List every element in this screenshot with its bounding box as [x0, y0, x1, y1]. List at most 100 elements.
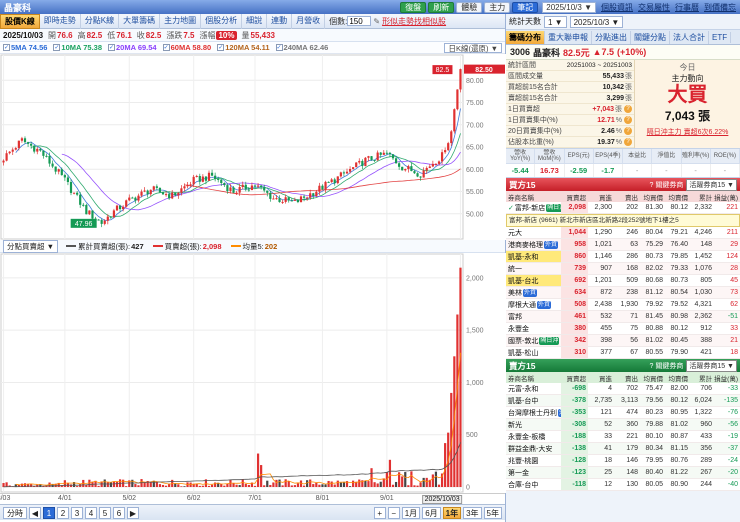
low-value: 76.1 — [116, 30, 132, 40]
tab-institutional[interactable]: 法人合計 — [670, 30, 709, 44]
table-row[interactable]: 凱基-松山 310 377 67 80.55 79.90 421 18 — [506, 347, 740, 359]
page-button-1[interactable]: 1 — [43, 506, 55, 519]
ma-checkbox-20MA[interactable]: ✓ — [108, 44, 116, 51]
date-picker[interactable]: 2025/10/3 ▼ — [542, 1, 596, 13]
candle-count-input[interactable] — [347, 16, 372, 26]
ma-checkbox-60MA[interactable]: ✓ — [162, 44, 170, 51]
table-row[interactable]: 摩根大通 外資 508 2,438 1,930 79.92 79.52 4,321 62 — [506, 299, 740, 311]
table-row[interactable]: 新光 -308 52 360 79.88 81.02 960 -56 — [506, 419, 740, 431]
help-icon[interactable]: ? — [624, 138, 632, 146]
table-row[interactable]: 凱基-台北 692 1,201 509 80.68 80.73 805 45 — [506, 275, 740, 287]
tab-monthly-revenue[interactable]: 月營收 — [292, 13, 326, 29]
period-button-3年[interactable]: 3年 — [463, 506, 482, 519]
period-button-1月[interactable]: 1月 — [401, 506, 421, 519]
calendar-link[interactable]: 行事曆 — [675, 2, 699, 12]
page-button-5[interactable]: 5 — [99, 506, 111, 519]
table-row[interactable]: 合庫-台中 -118 12 130 80.05 80.90 244 -40 — [506, 479, 740, 491]
cell-均買價: 80.05 — [645, 481, 663, 488]
table-row[interactable]: 元大 1,044 1,290 246 80.04 79.21 4,246 211 — [506, 227, 740, 239]
table-row[interactable]: 永豐金 380 455 75 80.88 80.12 912 33 — [506, 323, 740, 335]
period-button-6月[interactable]: 6月 — [422, 506, 441, 519]
table-row[interactable]: 群益金鼎-大安 -138 41 179 80.34 81.15 356 -37 — [506, 443, 740, 455]
stock-info-link[interactable]: 個股資訊 — [601, 2, 633, 12]
refresh-button[interactable]: 刷新 — [428, 1, 455, 13]
table-row[interactable]: 兆豐-桃園 -128 18 146 79.95 80.76 289 -24 — [506, 455, 740, 467]
checkbox-checked-icon[interactable]: ✓ — [508, 204, 514, 212]
notes-button[interactable]: 筆記 — [512, 1, 539, 13]
page-button-4[interactable]: 4 — [85, 506, 97, 519]
table-row[interactable]: 港商麥格理 外資 958 1,021 63 75.29 76.40 148 29 — [506, 239, 740, 251]
table-row[interactable]: 美林 外資 634 872 238 81.12 80.54 1,030 73 — [506, 287, 740, 299]
period-button-1年[interactable]: 1年 — [442, 506, 462, 519]
help-icon[interactable]: ? — [624, 116, 632, 124]
experience-button[interactable]: 體驗 — [456, 1, 483, 13]
broker-filter-select-sell[interactable]: 活躍券商15 ▼ — [686, 359, 737, 372]
period-button-5年[interactable]: 5年 — [483, 506, 502, 519]
tab-force-map[interactable]: 主力地圖 — [160, 13, 202, 29]
metric-header-7: ROE(%) — [710, 149, 740, 164]
tab-stock-analysis[interactable]: 個股分析 — [201, 13, 243, 29]
main-force-button[interactable]: 主力 — [484, 1, 511, 13]
stock-price: 82.5元 — [563, 47, 590, 58]
table-row[interactable]: ✓富邦-新店隔日沖2,098 2,300 202 81.30 80.12 2,332 221 — [506, 202, 740, 214]
net-chart-svg[interactable]: 0 500 1,000 1,500 2,000 — [0, 253, 506, 493]
metric-value-2: -2.59 — [565, 164, 594, 177]
tab-key-branch[interactable]: 關鍵分點 — [631, 30, 670, 44]
tab-etf[interactable]: ETF — [709, 31, 732, 43]
table-row[interactable]: 元富-永和 -698 4 702 75.47 82.00 706 -33 — [506, 383, 740, 395]
price-chart-wrap: 50.00 55.00 60.00 65.00 70.00 75.00 80.00 47.96… — [0, 54, 506, 240]
tab-realtime[interactable]: 即時走勢 — [40, 13, 81, 29]
cell-買賣超: -188 — [561, 431, 588, 442]
table-row[interactable]: 凱基-永和 860 1,146 286 80.73 79.85 1,452 124 — [506, 251, 740, 263]
cell-買賣超: 634 — [561, 287, 588, 298]
replay-button[interactable]: 復盤 — [400, 1, 427, 13]
day-trade-note-link[interactable]: 隔日沖主力 賣超6次6.22% — [646, 129, 729, 136]
table-row[interactable]: 凱基-台中 -378 2,735 3,113 79.56 80.12 6,024 -135 — [506, 395, 740, 407]
next-page-button[interactable]: ▶ — [127, 506, 139, 519]
svg-text:65.00: 65.00 — [466, 145, 484, 152]
tab-linkage[interactable]: 連動 — [267, 13, 293, 29]
broker-filter-select-buy[interactable]: 活躍券商15 ▼ — [686, 178, 737, 191]
cell-均買價: 75.47 — [645, 385, 663, 392]
cell-均賣價: 80.95 — [670, 409, 688, 416]
edit-icon[interactable]: ✎ — [373, 16, 381, 26]
ma-checkbox-120MA[interactable]: ✓ — [217, 44, 225, 51]
force-action: 大買 — [667, 84, 708, 106]
zoom-in-button[interactable]: + — [373, 506, 386, 519]
tab-chip-distribution[interactable]: 籌碼分布 — [506, 30, 545, 44]
page-button-2[interactable]: 2 — [57, 506, 69, 519]
ma-checkbox-10MA[interactable]: ✓ — [53, 44, 61, 51]
cell-均買價: 81.30 — [645, 204, 663, 211]
intraday-button[interactable]: 分時 — [3, 506, 27, 519]
tab-big-order[interactable]: 大單籌碼 — [119, 13, 161, 29]
tab-price-kline[interactable]: 股價K線 — [0, 13, 40, 29]
table-row[interactable]: 第一金 -123 25 148 80.40 81.22 267 -20 — [506, 467, 740, 479]
ma-checkbox-240MA[interactable]: ✓ — [275, 44, 283, 51]
stat-date-select[interactable]: 2025/10/3 ▼ — [569, 15, 624, 28]
tab-branch-kline[interactable]: 分點K線 — [81, 13, 120, 29]
help-icon[interactable]: ? — [624, 105, 632, 113]
help-icon[interactable]: ? — [624, 127, 632, 135]
page-button-3[interactable]: 3 — [71, 506, 83, 519]
table-row[interactable]: 國票-敦北 隔日沖 342 398 56 81.02 80.45 388 21 — [506, 335, 740, 347]
price-chart-svg[interactable]: 50.00 55.00 60.00 65.00 70.00 75.00 80.00 47.96… — [0, 54, 506, 240]
kline-type-select[interactable]: 日K線(還原) ▼ — [444, 42, 502, 53]
tab-major-holders[interactable]: 重大聯申報 — [545, 30, 592, 44]
similar-shape-link[interactable]: 形似走勢找相似股 — [382, 16, 447, 26]
price-alert-link[interactable]: 到價備忘 — [704, 2, 736, 12]
zoom-out-button[interactable]: − — [387, 506, 400, 519]
stat-days-select[interactable]: 1 ▼ — [544, 15, 567, 28]
table-row[interactable]: 統一 739 907 168 82.02 79.33 1,076 28 — [506, 263, 740, 275]
sub-chart-select[interactable]: 分點買賣超 ▼ — [3, 239, 59, 253]
metric-value-0: -5.44 — [506, 164, 536, 177]
trade-attr-link[interactable]: 交易屬性 — [638, 2, 670, 12]
tab-detail[interactable]: 細說 — [242, 13, 268, 29]
ma-checkbox-5MA[interactable]: ✓ — [3, 44, 10, 51]
page-button-6[interactable]: 6 — [113, 506, 125, 519]
prev-page-button[interactable]: ◀ — [29, 506, 41, 519]
table-row[interactable]: 台灣摩根士丹利外資-353 121 474 80.23 80.95 1,322 -76 — [506, 407, 740, 419]
cell-買賣超: 860 — [561, 251, 588, 262]
table-row[interactable]: 永豐金-板橋 -188 33 221 80.10 80.87 433 -19 — [506, 431, 740, 443]
table-row[interactable]: 富邦 461 532 71 81.45 80.98 2,362 -51 — [506, 311, 740, 323]
tab-branch-flow[interactable]: 分點進出 — [592, 30, 631, 44]
